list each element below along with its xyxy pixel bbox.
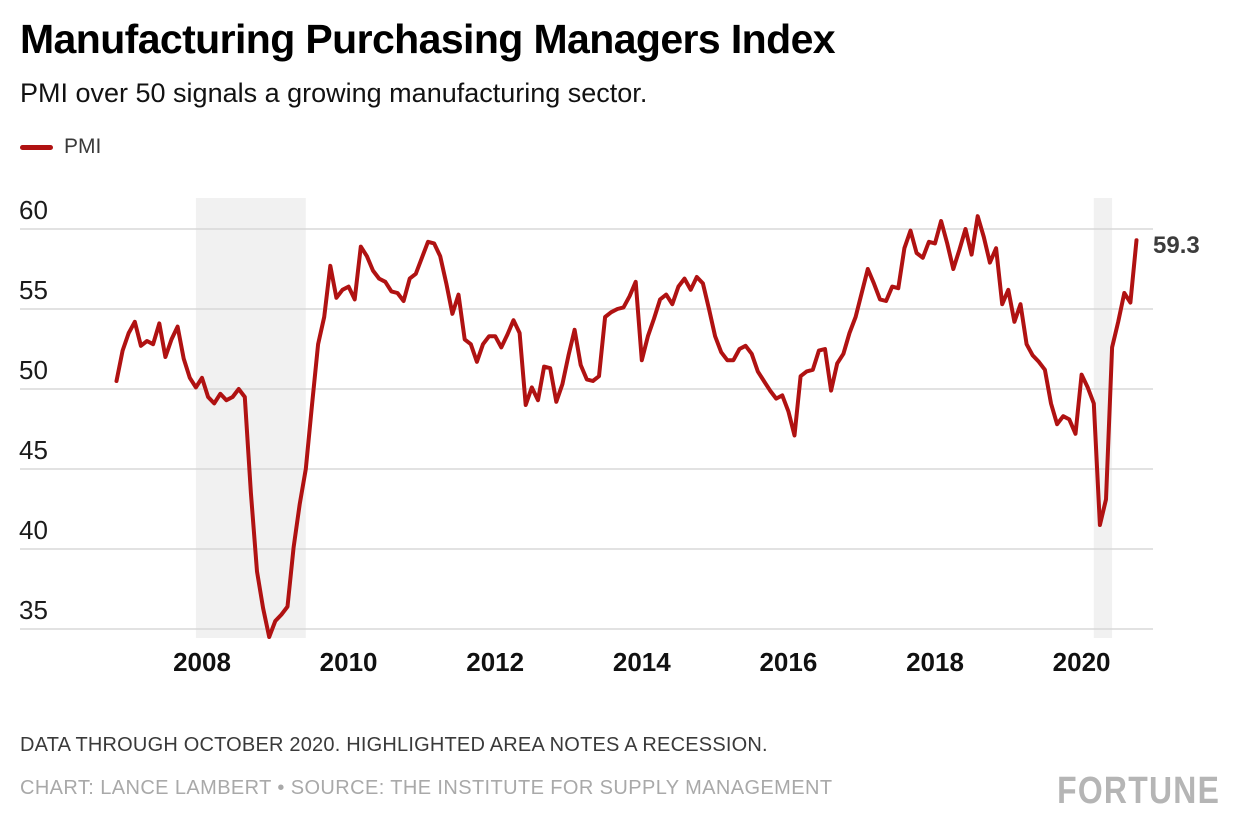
x-axis-tick-label: 2014	[612, 647, 671, 677]
x-axis-tick-label: 2016	[759, 647, 818, 677]
y-axis-tick-label: 60	[19, 195, 48, 225]
x-axis-tick-label: 2012	[466, 647, 525, 677]
y-axis-tick-label: 50	[19, 355, 48, 385]
fortune-logo: FORTUNE	[1056, 770, 1220, 812]
recession-band	[1093, 198, 1113, 638]
legend: PMI	[20, 135, 101, 159]
y-axis-tick-label: 35	[19, 595, 48, 625]
footer-data-note: DATA THROUGH OCTOBER 2020. HIGHLIGHTED A…	[20, 734, 768, 756]
x-axis-tick-label: 2018	[906, 647, 964, 677]
x-axis-tick-label: 2008	[173, 647, 231, 677]
y-axis-tick-label: 55	[19, 275, 48, 305]
y-axis-tick-label: 40	[19, 515, 48, 545]
recession-band	[195, 198, 306, 638]
end-value-label: 59.3	[1153, 232, 1200, 259]
y-axis-tick-label: 45	[19, 435, 48, 465]
x-axis-tick-label: 2010	[319, 647, 378, 677]
footer-credit: CHART: LANCE LAMBERT • SOURCE: THE INSTI…	[20, 777, 833, 799]
chart-subtitle: PMI over 50 signals a growing manufactur…	[20, 78, 648, 108]
page-title: Manufacturing Purchasing Managers Index	[20, 16, 836, 62]
x-axis-tick-label: 2020	[1052, 647, 1111, 677]
pmi-series-line	[114, 214, 1139, 639]
legend-label: PMI	[64, 135, 102, 158]
legend-line-swatch-icon	[20, 144, 53, 150]
